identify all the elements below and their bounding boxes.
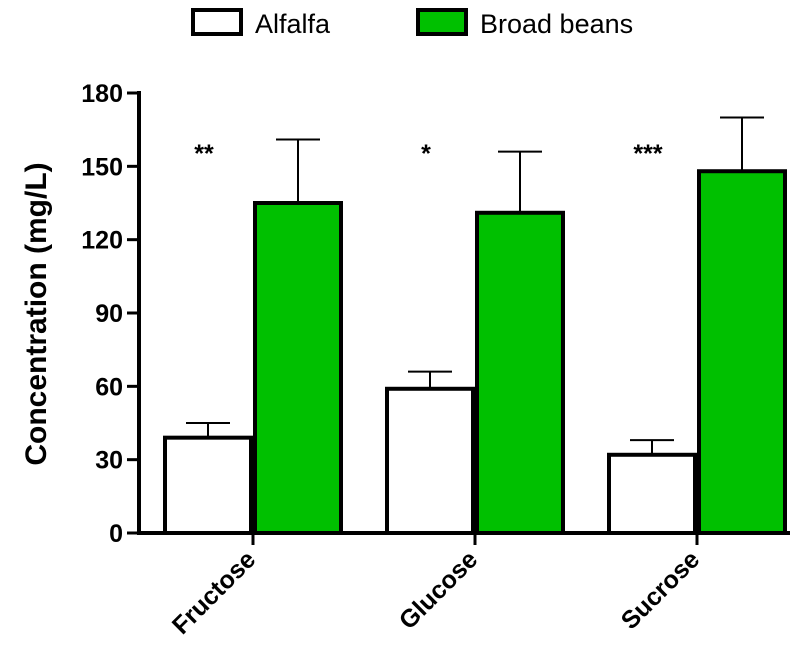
plot-area: 0 30 60 90 120 150 180 Fructose ** Glucose * Sucros… [81,80,790,640]
y-tick-label-30: 30 [95,447,123,475]
y-tick-label-90: 90 [95,300,123,328]
x-tick-label-glucose: Glucose [394,545,484,635]
y-tick-label-60: 60 [95,373,123,401]
significance-fructose: ** [194,140,214,168]
bar-alfalfa-glucose [385,386,475,535]
legend-swatch-alfalfa [191,8,243,36]
legend-label-alfalfa: Alfalfa [255,9,331,39]
significance-glucose: * [421,140,431,168]
y-tick-label-150: 150 [81,153,123,181]
bar-alfalfa-fructose [163,435,253,535]
y-tick-label-180: 180 [81,80,123,108]
significance-sucrose: *** [633,140,662,168]
legend: Alfalfa Broad beans [191,8,633,39]
y-axis-label: Concentration (mg/L) [20,162,53,465]
y-tick-label-120: 120 [81,227,123,255]
bar-broad-beans-sucrose [697,169,787,535]
bar-broad-beans-glucose [475,210,565,535]
y-tick-label-0: 0 [109,520,123,548]
legend-swatch-broad-beans [416,8,468,36]
bar-broad-beans-fructose [253,201,343,535]
bar-alfalfa-sucrose [607,452,697,535]
x-tick-label-sucrose: Sucrose [616,545,706,635]
x-tick-label-fructose: Fructose [167,545,262,640]
legend-label-broad-beans: Broad beans [480,9,633,39]
